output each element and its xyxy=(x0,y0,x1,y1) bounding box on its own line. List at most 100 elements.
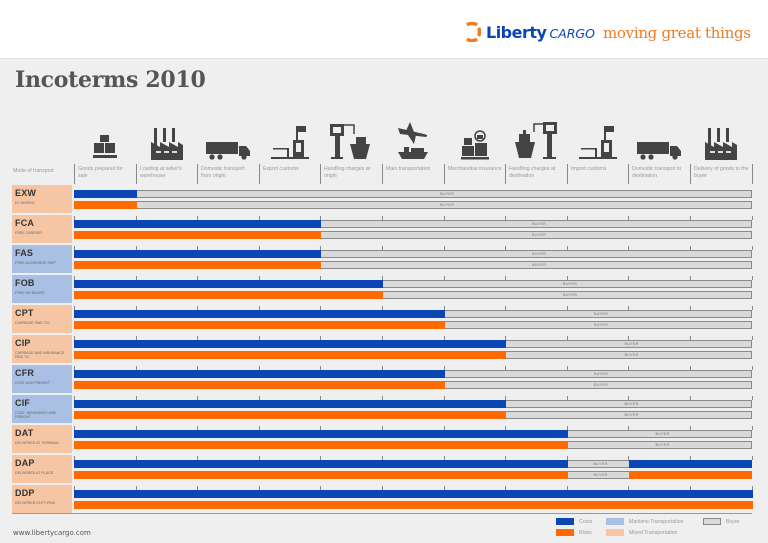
risks-bar-fob: BUYER xyxy=(74,291,752,299)
costs-swatch xyxy=(556,518,574,525)
risks-fill xyxy=(74,321,445,329)
plane-ship-icon xyxy=(382,120,444,160)
tick-mark xyxy=(505,306,506,310)
legend-mixed-label: Mixed Transportation xyxy=(629,529,678,536)
term-code: FOB xyxy=(15,278,35,288)
term-cfr: CFR COST AND FREIGHT xyxy=(12,365,72,393)
term-name: FREE ON BOARD xyxy=(15,291,45,295)
tick-mark xyxy=(74,426,75,430)
tick-mark xyxy=(505,216,506,220)
bottom-divider xyxy=(12,513,752,514)
column-divider xyxy=(74,164,75,184)
header-bar: Liberty CARGO moving great things xyxy=(0,0,768,59)
tick-mark xyxy=(320,336,321,340)
term-name: EX WORKS xyxy=(15,201,35,205)
brand-name: Liberty xyxy=(486,22,547,42)
column-header: Handling charges at origin xyxy=(324,166,371,179)
term-name: DELIVERED AT TERMINAL xyxy=(15,441,60,445)
term-code: EXW xyxy=(15,188,37,198)
tick-mark xyxy=(382,306,383,310)
tick-mark xyxy=(628,366,629,370)
tick-mark xyxy=(752,456,753,460)
tick-mark xyxy=(567,426,568,430)
page-title: Incoterms 2010 xyxy=(15,67,206,93)
risks-fill xyxy=(74,291,383,299)
tick-mark xyxy=(567,276,568,280)
legend-buyer-label: Buyer xyxy=(726,518,740,525)
costs-fill xyxy=(74,220,321,228)
tick-mark xyxy=(136,246,137,250)
tick-mark xyxy=(505,396,506,400)
tick-mark xyxy=(320,276,321,280)
tick-mark xyxy=(320,246,321,250)
tick-mark xyxy=(505,456,506,460)
tick-mark xyxy=(444,306,445,310)
risks-bar-fas: BUYER xyxy=(74,261,752,269)
liberty-cargo-logo[interactable]: Liberty CARGO xyxy=(463,22,595,42)
tick-mark xyxy=(259,486,260,490)
term-code: FAS xyxy=(15,248,34,258)
term-name: DELIVERED DUTY PAID xyxy=(15,501,56,505)
column-divider xyxy=(320,164,321,184)
risks-fill xyxy=(74,261,321,269)
legend-buyer: Buyer xyxy=(703,518,740,525)
column-divider xyxy=(444,164,445,184)
costs-bar-cfr: BUYER xyxy=(74,370,752,378)
tick-mark xyxy=(74,246,75,250)
risks-bar-dat: BUYER xyxy=(74,441,752,449)
column-divider xyxy=(628,164,629,184)
tick-mark xyxy=(382,486,383,490)
term-fob: FOB FREE ON BOARD xyxy=(12,275,72,303)
costs-fill xyxy=(74,310,445,318)
tick-mark xyxy=(136,336,137,340)
tick-mark xyxy=(567,336,568,340)
risks-fill xyxy=(74,501,753,509)
risks-bar-cpt: BUYER xyxy=(74,321,752,329)
tick-mark xyxy=(444,486,445,490)
buyer-label: BUYER xyxy=(532,233,547,237)
tick-mark xyxy=(505,246,506,250)
tick-mark xyxy=(197,396,198,400)
column-divider xyxy=(505,164,506,184)
tick-mark xyxy=(320,486,321,490)
tick-mark xyxy=(320,396,321,400)
column-header: Merchandise insurance xyxy=(448,166,502,172)
costs-bar-ddp xyxy=(74,490,753,498)
buyer-label: BUYER xyxy=(532,263,547,267)
costs-bar-dap: BUYER xyxy=(74,460,752,468)
tick-mark xyxy=(690,426,691,430)
tick-mark xyxy=(752,216,753,220)
tick-mark xyxy=(752,366,753,370)
tick-mark xyxy=(628,486,629,490)
insured-boxes-icon xyxy=(444,120,506,160)
tick-mark xyxy=(74,216,75,220)
tick-mark xyxy=(382,426,383,430)
tick-mark xyxy=(197,306,198,310)
term-name: CARRIAGE AND INSURANCE PAID TO xyxy=(15,351,65,360)
buyer-label: BUYER xyxy=(563,293,578,297)
column-header: Handling charges at destination xyxy=(509,166,556,179)
tick-mark xyxy=(567,306,568,310)
tick-mark xyxy=(197,366,198,370)
tick-mark xyxy=(136,366,137,370)
costs-bar-fas: BUYER xyxy=(74,250,752,258)
legend-maritime: Maritime Transportation xyxy=(606,518,684,525)
truck-icon xyxy=(628,120,690,160)
buyer-label: BUYER xyxy=(655,432,670,436)
risks-fill xyxy=(74,201,137,209)
costs-fill xyxy=(74,370,445,378)
costs-fill xyxy=(74,190,137,198)
tick-mark xyxy=(567,396,568,400)
ship-crane-icon xyxy=(505,120,567,160)
legend-risks-label: Risks xyxy=(579,529,592,536)
website-link[interactable]: www.libertycargo.com xyxy=(13,529,91,537)
costs-bar-exw: BUYER xyxy=(74,190,752,198)
costs-fill xyxy=(74,340,506,348)
tick-mark xyxy=(136,486,137,490)
column-divider xyxy=(690,164,691,184)
risks-bar-cfr: BUYER xyxy=(74,381,752,389)
tick-mark xyxy=(382,366,383,370)
tick-mark xyxy=(444,366,445,370)
tick-mark xyxy=(136,396,137,400)
buyer-swatch xyxy=(703,518,721,525)
